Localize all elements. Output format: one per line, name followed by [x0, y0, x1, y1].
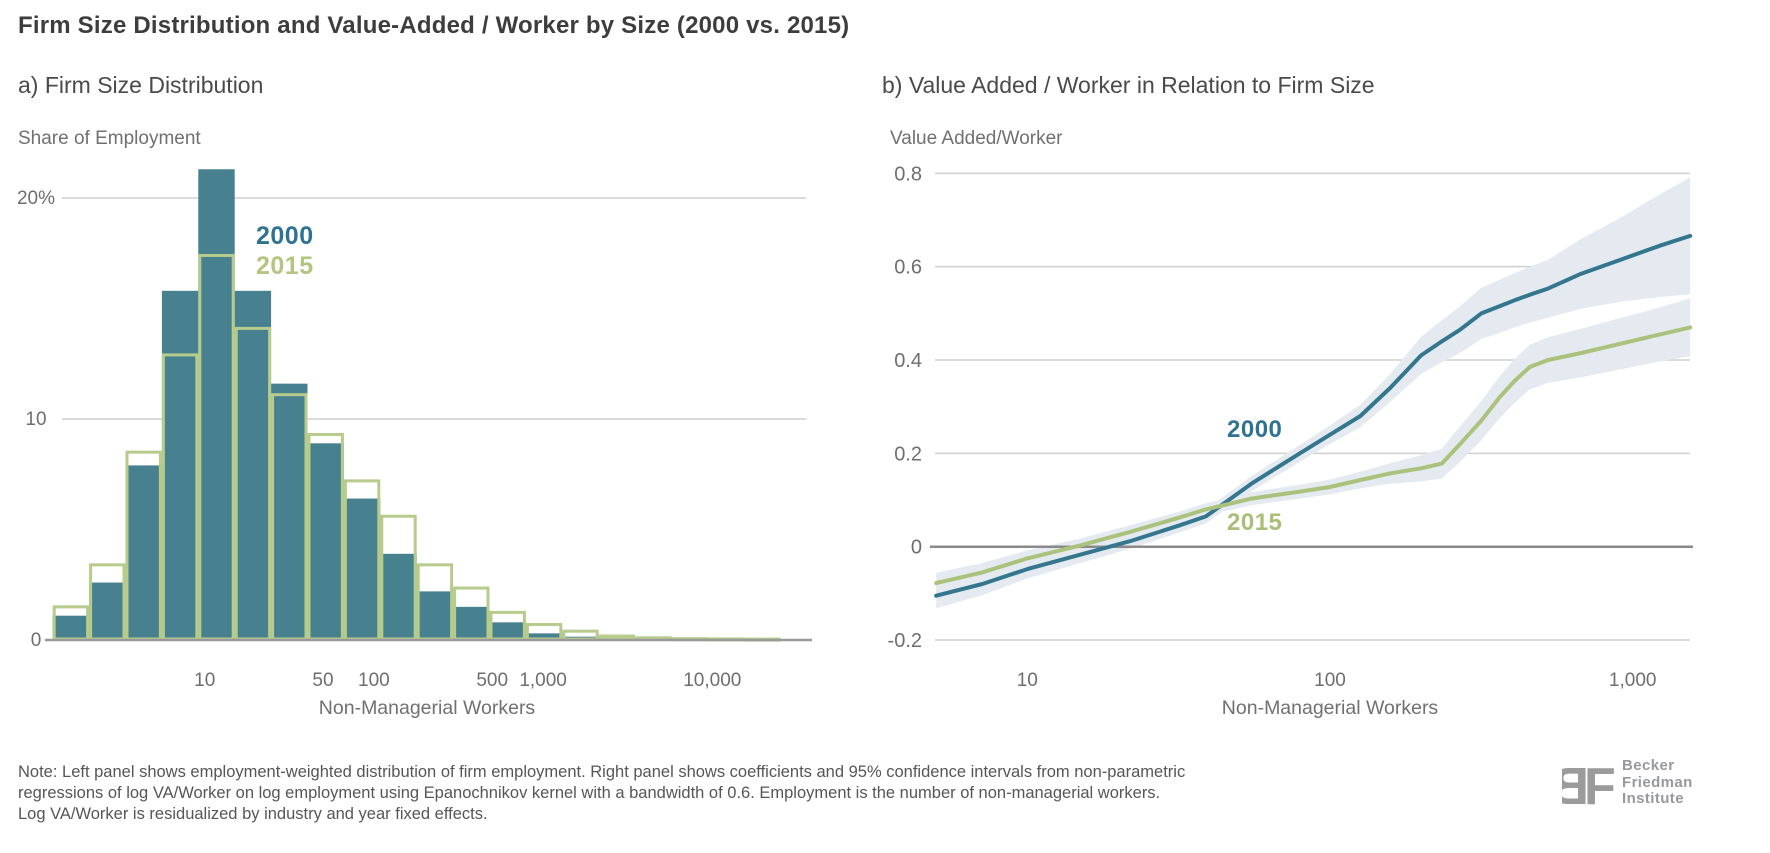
svg-text:0.6: 0.6 — [894, 257, 922, 279]
svg-text:10: 10 — [1017, 670, 1038, 691]
svg-text:B: B — [1562, 758, 1589, 808]
note-line-1: Note: Left panel shows employment-weight… — [18, 763, 1186, 781]
svg-text:10,000: 10,000 — [683, 670, 741, 691]
svg-text:0: 0 — [31, 630, 42, 651]
svg-text:20%: 20% — [17, 188, 55, 209]
svg-text:Non-Managerial Workers: Non-Managerial Workers — [319, 697, 536, 719]
bfi-monogram-icon: B F — [1562, 758, 1614, 808]
svg-text:0.2: 0.2 — [894, 443, 922, 465]
note-line-2: regressions of log VA/Worker on log empl… — [18, 784, 1161, 802]
panel-b-title: b) Value Added / Worker in Relation to F… — [882, 72, 1375, 98]
svg-text:100: 100 — [358, 670, 390, 691]
logo-line-3: Institute — [1622, 790, 1684, 807]
line-2000 — [934, 233, 1693, 598]
svg-text:1,000: 1,000 — [519, 670, 567, 691]
bfi-logo-text: Becker Friedman Institute — [1622, 757, 1693, 808]
svg-text:1,000: 1,000 — [1609, 670, 1657, 691]
panel-a-legend-2000: 2000 — [256, 222, 314, 250]
panel-b-legend-2015: 2015 — [1227, 509, 1283, 536]
svg-text:500: 500 — [476, 670, 508, 691]
bfi-logo: B F Becker Friedman Institute — [1562, 757, 1693, 808]
svg-text:-0.2: -0.2 — [888, 630, 922, 652]
bar-2000-bin-11 — [416, 591, 454, 640]
svg-text:0.4: 0.4 — [894, 350, 922, 372]
svg-text:50: 50 — [312, 670, 333, 691]
bar-2000-bin-2 — [89, 582, 126, 640]
svg-text:10: 10 — [25, 409, 46, 430]
figure-title: Firm Size Distribution and Value-Added /… — [18, 12, 850, 39]
bar-2000-bin-13 — [489, 622, 526, 640]
bar-2000-bin-4 — [161, 290, 199, 640]
bar-2000-bin-14 — [525, 633, 563, 640]
bar-2000-bin-10 — [380, 553, 417, 640]
figure-note: Note: Left panel shows employment-weight… — [18, 762, 1185, 825]
bar-2000-bin-6 — [234, 290, 272, 640]
line-2015 — [934, 325, 1693, 586]
svg-text:100: 100 — [1314, 670, 1346, 691]
svg-text:10: 10 — [194, 670, 215, 691]
bar-2000-bin-9 — [343, 498, 381, 640]
panel-a-legend-2015: 2015 — [256, 252, 314, 280]
bar-2000-bin-12 — [453, 606, 490, 640]
svg-text:Non-Managerial Workers: Non-Managerial Workers — [1222, 697, 1439, 719]
ci-band-2000 — [936, 177, 1691, 609]
bar-2015-outline-bin-16 — [598, 634, 636, 641]
note-line-3: Log VA/Worker is residualized by industr… — [18, 805, 488, 823]
logo-line-1: Becker — [1622, 757, 1675, 774]
panel-a-title: a) Firm Size Distribution — [18, 72, 264, 98]
bar-2000-bin-1 — [52, 615, 90, 640]
panel-b-legend-2000: 2000 — [1227, 416, 1283, 443]
bar-2000-bin-7 — [271, 383, 308, 640]
bar-2000-bin-8 — [307, 443, 344, 640]
logo-line-2: Friedman — [1622, 773, 1693, 791]
svg-text:0.8: 0.8 — [894, 163, 922, 185]
panel-b-y-axis-title: Value Added/Worker — [890, 128, 1063, 149]
bar-2000-bin-3 — [125, 465, 162, 640]
svg-text:F: F — [1584, 758, 1614, 808]
bar-2015-outline-bin-15 — [562, 629, 599, 641]
svg-text:0: 0 — [911, 537, 922, 559]
panel-a-y-axis-title: Share of Employment — [18, 128, 201, 149]
bar-2000-bin-5 — [198, 169, 235, 640]
